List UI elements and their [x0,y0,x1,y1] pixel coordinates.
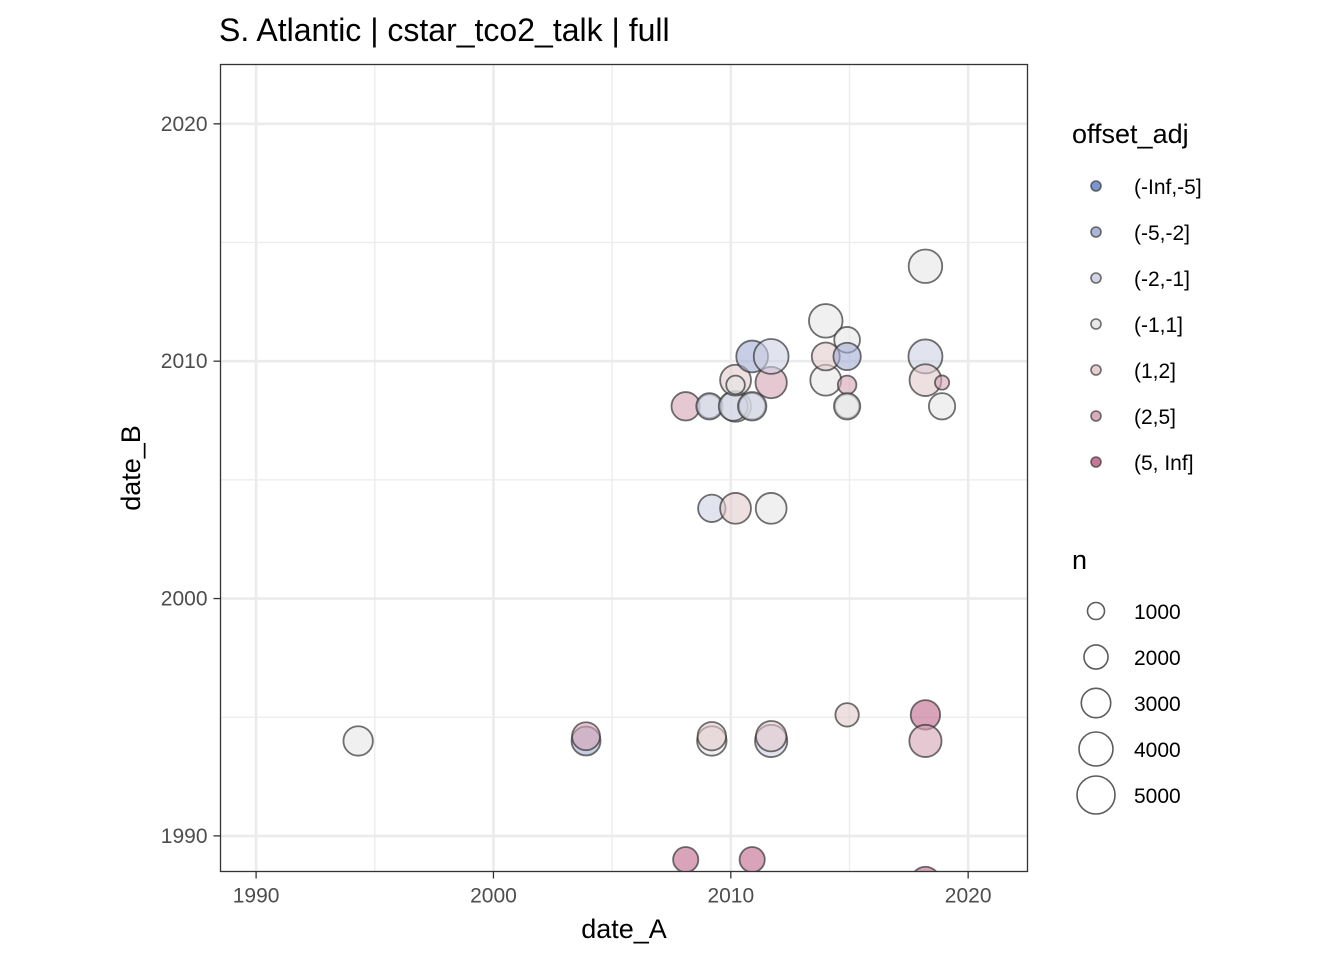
minor-gridlines [220,64,1028,872]
x-axis: 1990 2000 2010 2020 [233,871,992,908]
plot-panel [219,63,1029,873]
color-legend-label: (2,5] [1134,406,1176,429]
color-legend-label: (-Inf,-5] [1134,176,1202,199]
data-point [913,865,938,872]
data-points [342,248,957,872]
color-legend-label: (-2,-1] [1134,268,1190,291]
y-tick-label: 2010 [161,350,208,373]
data-point [755,720,788,753]
size-legend-label: 1000 [1134,601,1181,624]
color-legend-key [1090,226,1102,238]
data-point [836,374,858,396]
color-legend-key [1090,180,1102,192]
panel-background [220,64,1028,872]
data-point [725,374,746,396]
data-point [571,721,601,752]
size-legend-key [1083,644,1109,670]
y-tick-label: 2000 [161,588,208,611]
data-point [696,721,727,752]
color-legend-label: (5, Inf] [1134,452,1194,475]
data-point [752,338,790,375]
data-point [672,846,700,872]
data-point [832,341,862,372]
color-legend-key [1090,410,1102,422]
color-legend-title: offset_adj [1072,119,1189,149]
color-legend: offset_adj (-Inf,-5] (-5,-2] (-2,-1] (-1,1]… [1072,119,1202,475]
panel-border [219,63,1029,873]
data-point [907,248,944,284]
data-point [738,846,766,872]
size-legend-key [1078,731,1114,767]
data-point [719,492,752,525]
major-gridlines [220,64,1028,872]
color-legend-key [1090,364,1102,376]
x-axis-label: date_A [581,914,667,944]
color-legend-label: (-1,1] [1134,314,1183,337]
color-legend-key [1090,272,1102,284]
color-legend-key [1090,456,1102,468]
x-tick-label: 1990 [233,885,280,908]
size-legend-key [1086,601,1106,621]
y-tick-label: 2020 [161,113,208,136]
x-tick-label: 2010 [707,885,754,908]
y-axis: 1990 2000 2010 2020 [161,113,221,848]
x-tick-label: 2000 [470,885,517,908]
x-tick-label: 2020 [945,885,992,908]
y-tick-label: 1990 [161,825,208,848]
size-legend-label: 3000 [1134,693,1181,716]
chart-title: S. Atlantic | cstar_tco2_talk | full [219,12,670,48]
y-axis-label: date_B [116,425,146,511]
color-legend-label: (1,2] [1134,360,1176,383]
data-point [754,492,788,525]
size-legend-label: 5000 [1134,785,1181,808]
size-legend: n 1000 2000 3000 4000 5000 [1072,545,1181,815]
size-legend-title: n [1072,545,1087,575]
data-point [342,725,374,757]
data-point [808,303,844,339]
size-legend-key [1076,775,1116,815]
data-point [834,702,860,728]
data-point [908,723,943,758]
data-point [927,392,957,421]
color-legend-label: (-5,-2] [1134,222,1190,245]
size-legend-label: 4000 [1134,739,1181,762]
color-legend-key [1090,318,1102,330]
data-point [737,391,768,422]
data-point [934,374,951,391]
data-point [833,392,862,421]
size-legend-label: 2000 [1134,647,1181,670]
size-legend-key [1080,687,1112,719]
